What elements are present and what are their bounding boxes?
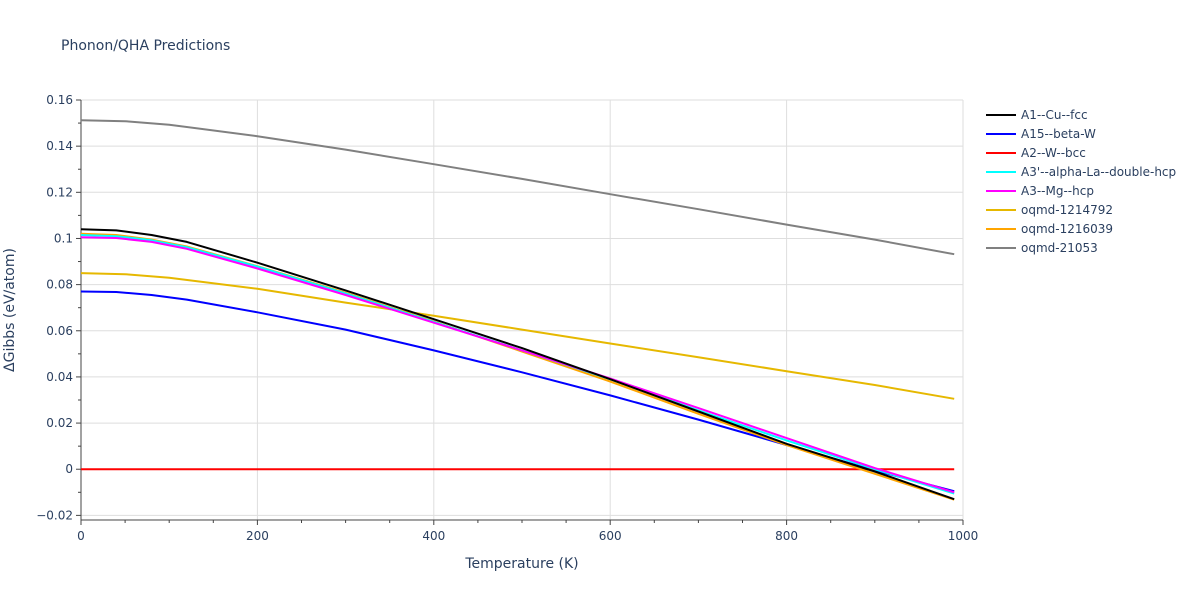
legend-label: A15--beta-W — [1021, 127, 1096, 141]
legend-label: oqmd-1214792 — [1021, 203, 1113, 217]
y-tick-label: 0.14 — [46, 139, 73, 153]
legend[interactable]: A1--Cu--fcc A15--beta-W A2--W--bcc A3'--alp… — [986, 108, 1176, 255]
legend-label: A1--Cu--fcc — [1021, 108, 1088, 122]
legend-label: A3'--alpha-La--double-hcp — [1021, 165, 1176, 179]
y-tick-label: 0.04 — [46, 370, 73, 384]
x-tick-label: 800 — [775, 529, 798, 543]
legend-label: oqmd-21053 — [1021, 241, 1098, 255]
legend-item[interactable]: A15--beta-W — [986, 127, 1096, 141]
y-tick-label: 0.16 — [46, 93, 73, 107]
x-tick-label: 400 — [422, 529, 445, 543]
x-axis-title: Temperature (K) — [464, 556, 578, 572]
y-tick-label: 0.12 — [46, 185, 73, 199]
series-line-a1-cu-fcc — [80, 228, 955, 501]
legend-item[interactable]: A1--Cu--fcc — [986, 108, 1088, 122]
legend-item[interactable]: oqmd-1214792 — [986, 203, 1113, 217]
legend-item[interactable]: A3'--alpha-La--double-hcp — [986, 165, 1176, 179]
legend-item[interactable]: A2--W--bcc — [986, 146, 1086, 160]
y-tick-label: 0.06 — [46, 324, 73, 338]
legend-item[interactable]: oqmd-21053 — [986, 241, 1098, 255]
legend-label: oqmd-1216039 — [1021, 222, 1113, 236]
chart-title: Phonon/QHA Predictions — [61, 38, 230, 54]
series-line-oqmd-1216039 — [80, 232, 955, 501]
x-tick-label: 600 — [599, 529, 622, 543]
series-line-oqmd-21053 — [80, 119, 955, 256]
plot-area — [80, 119, 955, 501]
grid — [81, 99, 964, 520]
x-tick-label: 1000 — [948, 529, 979, 543]
legend-item[interactable]: oqmd-1216039 — [986, 222, 1113, 236]
y-tick-label: 0.1 — [54, 231, 73, 245]
axes: 0 200 400 600 800 1000 −0.02 0 0.02 0.04 0.06 0.08 0… — [36, 93, 978, 543]
legend-label: A2--W--bcc — [1021, 146, 1086, 160]
y-tick-label: 0.02 — [46, 416, 73, 430]
y-tick-label: 0.08 — [46, 278, 73, 292]
series-line-a3-mg-hcp — [80, 236, 955, 494]
legend-item[interactable]: A3--Mg--hcp — [986, 184, 1094, 198]
y-tick-label: −0.02 — [36, 508, 73, 522]
x-tick-label: 0 — [77, 529, 85, 543]
y-axis-title: ΔGibbs (eV/atom) — [2, 248, 18, 372]
legend-label: A3--Mg--hcp — [1021, 184, 1094, 198]
x-tick-label: 200 — [246, 529, 269, 543]
series-line-oqmd-1214792 — [80, 272, 955, 400]
series-line-a15-beta-w — [80, 290, 955, 493]
y-tick-label: 0 — [65, 462, 73, 476]
